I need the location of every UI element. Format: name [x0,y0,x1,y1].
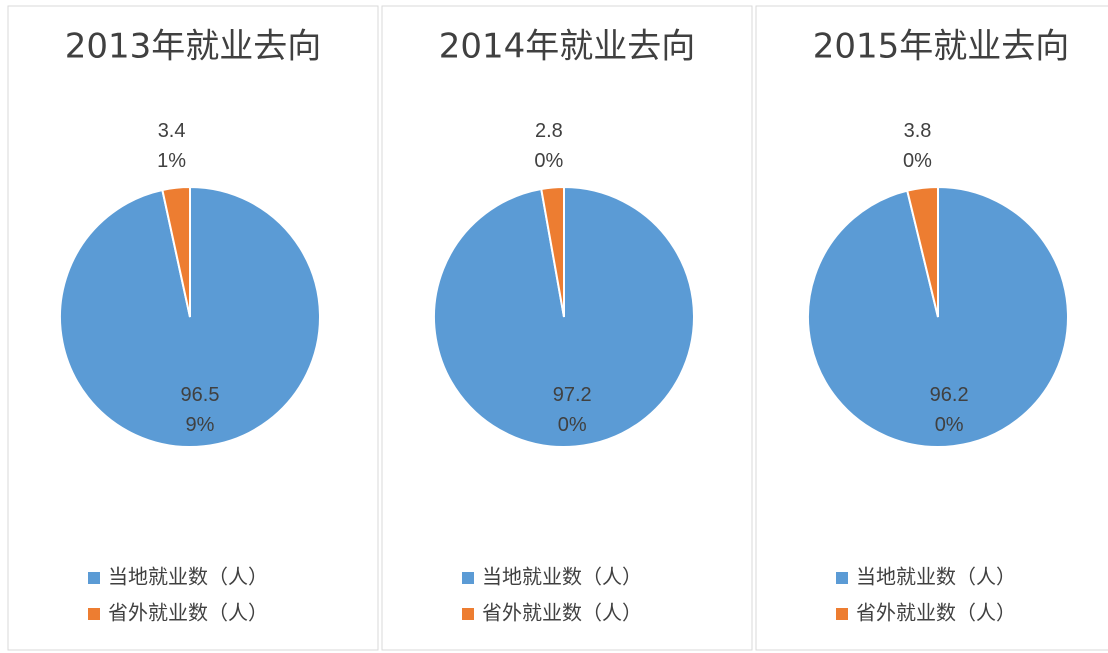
data-label-box: 2.80% [534,119,564,172]
legend-swatch [462,572,474,584]
chart-title: 2014年就业去向 [439,27,696,67]
legend-label: 省外就业数（人） [108,601,268,625]
legend-swatch [836,608,848,620]
data-label: 97.20% [552,384,592,437]
data-label-box: 3.41% [157,119,187,172]
data-label: 3.41% [157,119,187,172]
legend-swatch [836,572,848,584]
legend-label: 省外就业数（人） [482,601,642,625]
data-label-box: 3.80% [903,120,932,173]
data-label-box: 97.20% [552,384,592,437]
legend-label: 省外就业数（人） [856,601,1016,625]
legend-swatch [462,608,474,620]
chart-title: 2013年就业去向 [65,27,322,67]
pie-slice [540,185,565,318]
data-label-box: 96.20% [929,383,969,436]
data-label-box: 96.59% [180,384,220,437]
pie-slice [161,185,191,318]
legend-label: 当地就业数（人） [108,565,268,589]
data-label: 96.59% [180,384,220,437]
data-label: 3.80% [903,120,932,173]
legend-label: 当地就业数（人） [856,565,1016,589]
legend-swatch [88,572,100,584]
legend-label: 当地就业数（人） [482,565,642,589]
pie-slice [906,185,939,318]
legend-swatch [88,608,100,620]
chart-title: 2015年就业去向 [813,27,1070,67]
pie-slice [59,185,321,448]
data-label: 2.80% [534,119,564,172]
data-label: 96.20% [929,383,969,436]
